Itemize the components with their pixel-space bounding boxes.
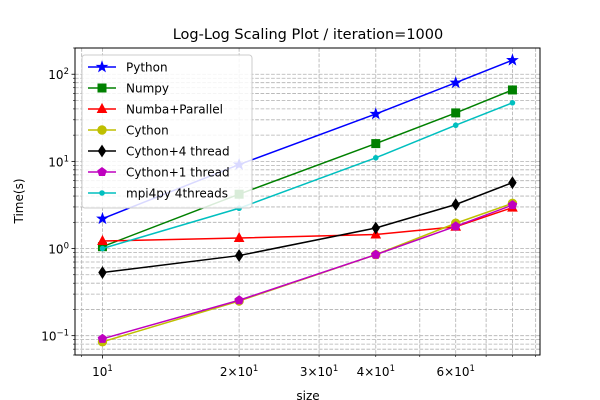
legend-label: Python (126, 61, 168, 75)
x-tick-label: 101 (92, 364, 113, 379)
y-tick-base: 10 (48, 243, 63, 257)
data-point (507, 200, 518, 210)
legend-label: Cython+4 thread (126, 145, 230, 159)
data-point (451, 198, 460, 211)
data-point (97, 333, 108, 343)
legend-entry: mpi4py 4threads (88, 187, 228, 201)
x-tick-exp: 1 (470, 364, 475, 374)
x-tick-coef: 2× (220, 365, 238, 379)
y-tick-base: 10 (48, 68, 63, 82)
legend-marker (99, 190, 105, 196)
data-point (506, 53, 519, 66)
data-point (371, 249, 381, 259)
y-axis-label: Time(s) (12, 179, 26, 225)
x-tick-base: 10 (238, 365, 253, 379)
x-tick-label: 6×101 (437, 364, 475, 379)
series-cython (97, 198, 518, 347)
chart-title: Log-Log Scaling Plot / iteration=1000 (173, 27, 444, 43)
y-tick-exp: 0 (64, 242, 69, 252)
legend-box (81, 54, 253, 209)
data-point (449, 75, 463, 89)
legend-label: Cython (126, 124, 169, 138)
x-tick-coef: 3× (300, 365, 318, 379)
data-point (372, 154, 379, 161)
x-axis-label: size (296, 389, 319, 400)
legend-label: mpi4py 4threads (126, 187, 228, 201)
legend-entry: Cython (88, 124, 169, 138)
y-tick-exp: 2 (64, 67, 69, 77)
x-tick-exp: 1 (333, 364, 338, 374)
y-tick-exp: −1 (56, 329, 69, 339)
data-point (450, 221, 461, 231)
data-point (99, 245, 106, 252)
x-tick-coef: 4× (357, 365, 375, 379)
series-cython-1-thread (97, 200, 518, 343)
plot-frame (74, 47, 541, 356)
data-point (369, 107, 383, 120)
x-tick-exp: 1 (107, 364, 112, 374)
data-point (508, 176, 517, 190)
data-point (233, 231, 245, 243)
legend-marker (97, 144, 107, 158)
x-tick-coef: 6× (437, 365, 455, 379)
legend-marker (97, 125, 107, 135)
data-point (507, 85, 517, 95)
data-point (96, 211, 109, 225)
legend-marker (96, 102, 108, 113)
y-tick-label: 102 (48, 67, 69, 82)
y-tick-label: 10−1 (41, 329, 69, 344)
data-point (234, 249, 244, 262)
legend-entry: Python (88, 60, 168, 75)
legend-label: Numpy (126, 82, 169, 96)
legend: Python Numpy Numba+Parallel Cython Cython+4 … (81, 54, 253, 209)
data-point (234, 295, 244, 305)
x-tick-exp: 1 (253, 364, 258, 374)
data-point (452, 122, 459, 129)
x-tick-base: 10 (374, 365, 389, 379)
data-point (451, 108, 461, 118)
legend-entry: Numpy (88, 82, 169, 96)
x-tick-exp: 1 (390, 364, 395, 374)
series-line (102, 206, 513, 242)
legend-marker (97, 166, 107, 177)
legend-entry: Cython+1 thread (88, 166, 230, 180)
data-point (97, 234, 108, 245)
x-tick-label: 3×101 (300, 364, 338, 379)
y-tick-label: 101 (48, 154, 69, 169)
legend-entry: Numba+Parallel (88, 103, 223, 117)
y-tick-base: 10 (41, 330, 56, 344)
legend-label: Cython+1 thread (126, 166, 230, 180)
data-point (98, 266, 107, 279)
y-tick-label: 100 (48, 242, 69, 257)
x-tick-base: 10 (92, 365, 107, 379)
series-cython-4-thread (98, 176, 517, 279)
x-tick-base: 10 (454, 365, 469, 379)
legend-entry: Cython+4 thread (88, 145, 230, 159)
data-point (371, 139, 381, 149)
y-tick-base: 10 (48, 155, 63, 169)
y-tick-exp: 1 (64, 154, 69, 164)
x-tick-base: 10 (318, 365, 333, 379)
data-point (509, 100, 516, 106)
x-tick-label: 2×101 (220, 364, 258, 379)
legend-marker (95, 60, 109, 73)
x-tick-label: 4×101 (357, 364, 395, 379)
legend-marker (97, 83, 107, 93)
data-point (371, 221, 380, 235)
legend-label: Numba+Parallel (126, 103, 223, 117)
